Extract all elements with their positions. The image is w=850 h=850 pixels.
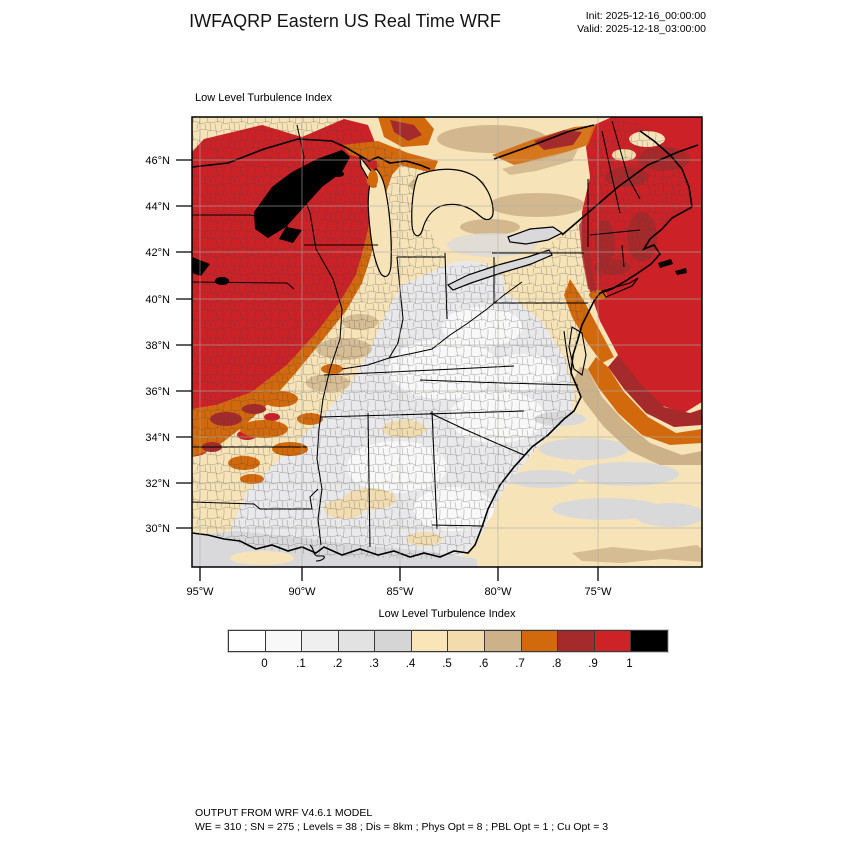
- lat-tick-label: 42°N: [145, 247, 170, 259]
- model-config-footer: OUTPUT FROM WRF V4.6.1 MODEL WE = 310 ; …: [195, 807, 608, 834]
- valid-time: Valid: 2025-12-18_03:00:00: [577, 23, 706, 35]
- colorbar-cell: [485, 631, 522, 651]
- colorbar-tick-label: .8: [551, 658, 562, 670]
- colorbar-tick-label: .2: [332, 658, 343, 670]
- mississippi-delta: [309, 544, 325, 562]
- field-title: Low Level Turbulence Index: [195, 92, 332, 104]
- colorbar: [228, 630, 668, 652]
- ocean-tan-streak: [572, 545, 702, 563]
- lat-tick-label: 40°N: [145, 294, 170, 306]
- colorbar-cell: [594, 631, 632, 651]
- colorbar-tick-label: .6: [478, 658, 489, 670]
- state-boundaries: [192, 120, 641, 548]
- lake-michigan-north-orange: [368, 170, 378, 188]
- lon-tick-label: 80°W: [484, 586, 512, 598]
- long-island: [601, 277, 639, 298]
- lon-tick-label: 85°W: [386, 586, 414, 598]
- init-time: Init: 2025-12-16_00:00:00: [585, 10, 706, 22]
- colorbar-cell: [302, 631, 339, 651]
- lake-huron: [411, 168, 494, 237]
- colorbar-title: Low Level Turbulence Index: [378, 608, 516, 620]
- lake-erie: [446, 249, 553, 291]
- lat-axis: 46°N 44°N 42°N 40°N 38°N 36°N 34°N 32°N …: [145, 155, 192, 535]
- lake-ontario: [507, 226, 564, 245]
- lat-tick-label: 44°N: [145, 201, 170, 213]
- lat-tick-label: 38°N: [145, 340, 170, 352]
- lon-tick-label: 95°W: [186, 586, 214, 598]
- colorbar-cell: [375, 631, 412, 651]
- colorbar-tick-label: .4: [405, 658, 416, 670]
- footer-line1: OUTPUT FROM WRF V4.6.1 MODEL: [195, 807, 373, 819]
- page-title: IWFAQRP Eastern US Real Time WRF: [189, 11, 501, 31]
- colorbar-cell: [631, 631, 667, 651]
- lat-tick-label: 46°N: [145, 155, 170, 167]
- colorbar-cell: [338, 631, 376, 651]
- map-border: [191, 116, 703, 568]
- coastal-details: [309, 277, 639, 562]
- colorbar-cell: [521, 631, 559, 651]
- colorbar-tick-label: 0: [261, 658, 268, 670]
- lon-axis: 95°W 90°W 85°W 80°W 75°W: [186, 567, 612, 598]
- lon-tick-label: 75°W: [584, 586, 612, 598]
- chesapeake-bay: [563, 330, 573, 376]
- colorbar-tick-label: .5: [442, 658, 452, 670]
- lat-tick-label: 32°N: [145, 478, 170, 490]
- colorbar-cell: [448, 631, 486, 651]
- lake-michigan: [367, 168, 392, 278]
- overlays: [192, 117, 702, 567]
- graticule: [192, 117, 702, 567]
- colorbar-tick-label: .9: [588, 658, 598, 670]
- colorbar-tick-label: .1: [296, 658, 306, 670]
- colorbar-labels: 0 .1 .2 .3 .4 .5 .6 .7 .8 .9 1: [228, 658, 666, 674]
- model-timestamps: Init: 2025-12-16_00:00:00 Valid: 2025-12…: [540, 10, 706, 36]
- colorbar-cell: [411, 631, 449, 651]
- colorbar-cell: [265, 631, 303, 651]
- colorbar-tick-label: 1: [626, 658, 633, 670]
- colorbar-cell: [229, 631, 266, 651]
- lat-tick-label: 34°N: [145, 432, 170, 444]
- lon-tick-label: 90°W: [288, 586, 316, 598]
- colorbar-cell: [558, 631, 595, 651]
- delmarva-peninsula: [568, 326, 587, 376]
- lat-tick-label: 36°N: [145, 386, 170, 398]
- map-figure: 46°N 44°N 42°N 40°N 38°N 36°N 34°N 32°N …: [145, 116, 703, 598]
- colorbar-tick-label: .7: [515, 658, 525, 670]
- colorbar-tick-label: .3: [369, 658, 379, 670]
- footer-line2: WE = 310 ; SN = 275 ; Levels = 38 ; Dis …: [195, 820, 609, 833]
- lat-tick-label: 30°N: [145, 523, 170, 535]
